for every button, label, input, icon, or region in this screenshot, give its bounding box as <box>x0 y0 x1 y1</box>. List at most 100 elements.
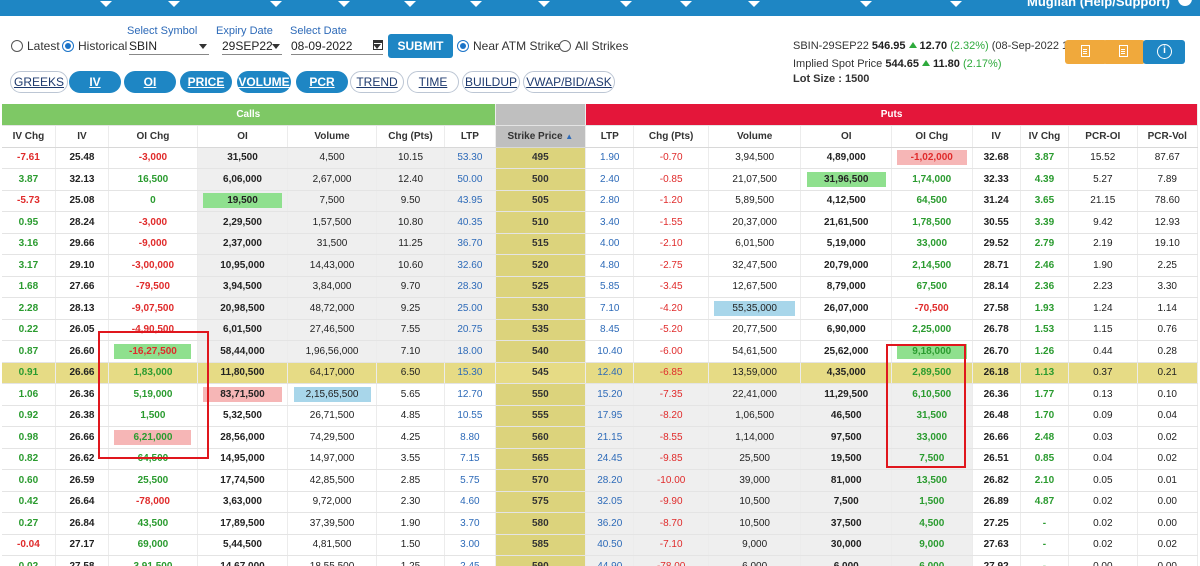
symbol-select[interactable]: SBIN <box>129 37 209 55</box>
chain-row[interactable]: 0.95 28.24 -3,000 2,29,500 1,57,500 10.80 40.3… <box>2 211 1199 234</box>
chain-row[interactable]: 0.42 26.64 -78,000 3,63,000 9,72,000 2.30 4.60… <box>2 491 1199 513</box>
put-cell: 4,500 <box>891 512 973 535</box>
info-button[interactable]: i <box>1143 40 1185 64</box>
tab-buildup[interactable]: BUILDUP <box>462 71 520 93</box>
put-cell: 39,000 <box>708 469 802 492</box>
column-header[interactable]: IV <box>55 125 110 148</box>
nav-dropdown-icon[interactable] <box>338 1 350 7</box>
column-header[interactable]: OI <box>800 125 892 148</box>
column-header[interactable]: Chg (Pts) <box>633 125 709 148</box>
column-header[interactable]: OI Chg <box>891 125 973 148</box>
column-header[interactable]: IV Chg <box>2 125 56 148</box>
nav-dropdown-icon[interactable] <box>748 1 760 7</box>
column-header[interactable]: PCR-Vol <box>1137 125 1199 148</box>
column-header[interactable]: PCR-OI <box>1068 125 1138 148</box>
chain-row[interactable]: 3.87 32.13 16,500 6,06,000 2,67,000 12.40 50.0… <box>2 168 1199 191</box>
nav-dropdown-icon[interactable] <box>680 1 692 7</box>
call-cell: 0.42 <box>2 491 56 513</box>
chain-row[interactable]: 1.06 26.36 5,19,000 83,71,500 2,15,65,500 5.6… <box>2 383 1199 406</box>
download-doc-button[interactable] <box>1103 40 1145 64</box>
user-caret-icon[interactable] <box>1178 0 1192 6</box>
put-cell: 6,01,500 <box>708 233 802 255</box>
put-cell: 13,500 <box>891 469 973 492</box>
calendar-icon[interactable] <box>373 40 383 50</box>
tab-iv[interactable]: IV <box>69 71 121 93</box>
call-cell: 1.25 <box>376 555 446 566</box>
put-cell: 1.70 <box>1020 405 1070 427</box>
chain-row[interactable]: 0.22 26.05 -4,90,500 6,01,500 27,46,500 7.55 2… <box>2 319 1199 341</box>
put-cell: 2.79 <box>1020 233 1070 255</box>
column-header[interactable]: IV <box>972 125 1021 148</box>
nav-dropdown-icon[interactable] <box>270 1 282 7</box>
tab-vwap-bid-ask[interactable]: VWAP/BID/ASK <box>523 71 615 93</box>
radio-checked-icon[interactable] <box>62 40 74 52</box>
strike-price-cell: 505 <box>495 190 587 212</box>
tab-oi[interactable]: OI <box>124 71 176 93</box>
download-excel-button[interactable] <box>1065 40 1107 64</box>
chain-row[interactable]: 0.0227.583,91,50014,67,00018,55,5001.252… <box>2 555 1199 566</box>
put-cell: 12.93 <box>1137 211 1199 234</box>
sort-up-icon[interactable]: ▲ <box>565 131 574 141</box>
nav-dropdown-icon[interactable] <box>100 1 112 7</box>
chain-row[interactable]: 0.82 26.62 64,500 14,95,000 14,97,000 3.55 7.1… <box>2 448 1199 470</box>
call-cell: 14,43,000 <box>287 254 377 277</box>
up-arrow-icon <box>908 42 917 48</box>
chain-row[interactable]: 0.91 26.66 1,83,000 11,80,500 64,17,000 6.50 1… <box>2 362 1199 384</box>
chain-row[interactable]: 2.28 28.13 -9,07,500 20,98,500 48,72,000 9.25… <box>2 297 1199 320</box>
nav-dropdown-icon[interactable] <box>538 1 550 7</box>
nav-dropdown-icon[interactable] <box>168 1 180 7</box>
chain-row[interactable]: -5.73 25.08 0 19,500 7,500 9.50 43.95 505 2.80 -1… <box>2 190 1199 212</box>
submit-button[interactable]: SUBMIT <box>388 34 453 58</box>
chain-row[interactable]: 0.92 26.38 1,500 5,32,500 26,71,500 4.85 10.55… <box>2 405 1199 427</box>
column-header[interactable]: IV Chg <box>1020 125 1070 148</box>
expiry-select[interactable]: 29SEP22 <box>222 37 282 55</box>
put-cell: 2.25 <box>1137 254 1199 277</box>
put-cell: 26.36 <box>972 383 1021 406</box>
put-cell: 1.53 <box>1020 319 1070 341</box>
chain-row[interactable]: 0.27 26.84 43,500 17,89,500 37,39,500 1.90 3.7… <box>2 512 1199 535</box>
column-header[interactable]: Strike Price ▲ <box>495 125 587 148</box>
put-cell: 26.48 <box>972 405 1021 427</box>
put-cell: -1.20 <box>633 190 709 212</box>
chain-row[interactable]: -0.04 27.17 69,000 5,44,500 4,81,500 1.50 3.00… <box>2 534 1199 556</box>
radio-icon[interactable] <box>11 40 23 52</box>
tab-volume[interactable]: VOLUME <box>237 71 291 93</box>
tab-greeks[interactable]: GREEKS <box>10 71 68 93</box>
chain-row[interactable]: 0.87 26.60 -16,27,500 58,44,000 1,96,56,000 7… <box>2 340 1199 363</box>
chain-row[interactable]: 1.68 27.66 -79,500 3,94,500 3,84,000 9.70 28.3… <box>2 276 1199 298</box>
radio-checked-icon[interactable] <box>457 40 469 52</box>
put-cell: 27.25 <box>972 512 1021 535</box>
chain-row[interactable]: 3.17 29.10 -3,00,000 10,95,000 14,43,000 10.6… <box>2 254 1199 277</box>
nav-dropdown-icon[interactable] <box>860 1 872 7</box>
column-header[interactable]: LTP <box>585 125 635 148</box>
column-header[interactable]: Volume <box>708 125 802 148</box>
put-cell: 1.93 <box>1020 297 1070 320</box>
user-menu[interactable]: Mugilan (Help/Support) <box>1027 0 1170 9</box>
near-atm-option[interactable]: Near ATM Strikes <box>457 39 566 53</box>
column-header[interactable]: LTP <box>444 125 496 148</box>
date-input[interactable]: 08-09-2022 <box>291 37 383 55</box>
column-header[interactable]: Volume <box>287 125 377 148</box>
nav-dropdown-icon[interactable] <box>404 1 416 7</box>
call-cell: 53.30 <box>444 147 496 169</box>
nav-dropdown-icon[interactable] <box>620 1 632 7</box>
nav-dropdown-icon[interactable] <box>470 1 482 7</box>
mode-latest[interactable]: Latest <box>11 39 60 53</box>
column-header[interactable]: OI <box>197 125 289 148</box>
all-strikes-option[interactable]: All Strikes <box>559 39 628 53</box>
tab-time[interactable]: TIME <box>407 71 459 93</box>
put-cell: 0.00 <box>1068 555 1138 566</box>
chain-row[interactable]: 0.98 26.66 6,21,000 28,56,000 74,29,500 4.25 8… <box>2 426 1199 449</box>
highlighted-value: 55,35,000 <box>714 300 795 316</box>
radio-icon[interactable] <box>559 40 571 52</box>
tab-pcr[interactable]: PCR <box>296 71 348 93</box>
chain-row[interactable]: 0.60 26.59 25,500 17,74,500 42,85,500 2.85 5.7… <box>2 469 1199 492</box>
nav-dropdown-icon[interactable] <box>950 1 962 7</box>
chain-row[interactable]: -7.61 25.48 -3,000 31,500 4,500 10.15 53.30 495… <box>2 147 1199 169</box>
tab-price[interactable]: PRICE <box>180 71 232 93</box>
mode-historical[interactable]: Historical <box>62 39 127 53</box>
chain-row[interactable]: 3.16 29.66 -9,000 2,37,000 31,500 11.25 36.70 5… <box>2 233 1199 255</box>
column-header[interactable]: OI Chg <box>108 125 198 148</box>
column-header[interactable]: Chg (Pts) <box>376 125 446 148</box>
tab-trend[interactable]: TREND <box>350 71 404 93</box>
